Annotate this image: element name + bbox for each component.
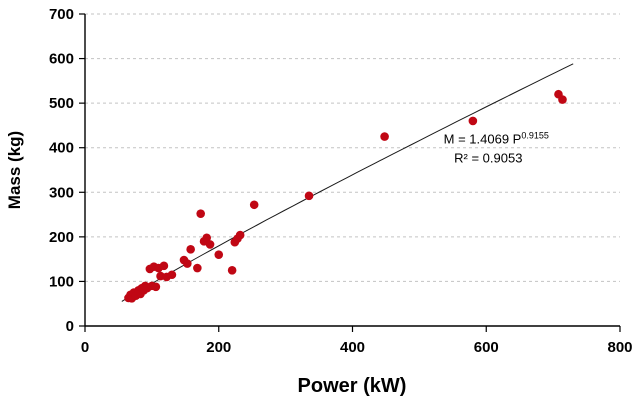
data-point: [214, 250, 224, 259]
data-point: [304, 191, 314, 201]
data-point: [186, 245, 195, 254]
data-point: [205, 240, 215, 249]
x-tick-label: 600: [474, 339, 499, 356]
y-tick-label: 700: [49, 6, 74, 23]
x-tick-label: 0: [81, 339, 89, 356]
y-tick-label: 300: [49, 184, 74, 201]
x-tick-label: 800: [607, 339, 632, 356]
data-point: [151, 282, 161, 292]
data-point: [159, 261, 169, 271]
trendline: [121, 63, 574, 302]
data-point: [380, 132, 389, 141]
y-tick-label: 100: [49, 273, 74, 290]
data-point: [558, 95, 567, 104]
x-tick-label: 200: [206, 339, 231, 356]
x-tick-label: 400: [340, 339, 365, 356]
y-tick-label: 600: [49, 51, 74, 68]
data-point: [193, 263, 202, 273]
data-point: [227, 265, 237, 275]
data-point: [202, 233, 212, 243]
x-axis-title: Power (kW): [298, 375, 407, 397]
y-tick-label: 500: [49, 95, 74, 112]
y-tick-label: 200: [49, 229, 74, 246]
y-tick-label: 400: [49, 140, 74, 157]
r-squared-label: R² = 0.9053: [454, 150, 522, 165]
data-point: [249, 200, 259, 210]
data-point: [235, 230, 245, 240]
equation-label: M = 1.4069 P0.9155: [444, 130, 549, 146]
y-axis-title: Mass (kg): [5, 131, 24, 209]
y-tick-label: 0: [66, 318, 74, 335]
data-point: [183, 259, 192, 268]
data-point: [468, 116, 478, 126]
data-point: [167, 270, 177, 280]
data-point: [196, 209, 205, 218]
